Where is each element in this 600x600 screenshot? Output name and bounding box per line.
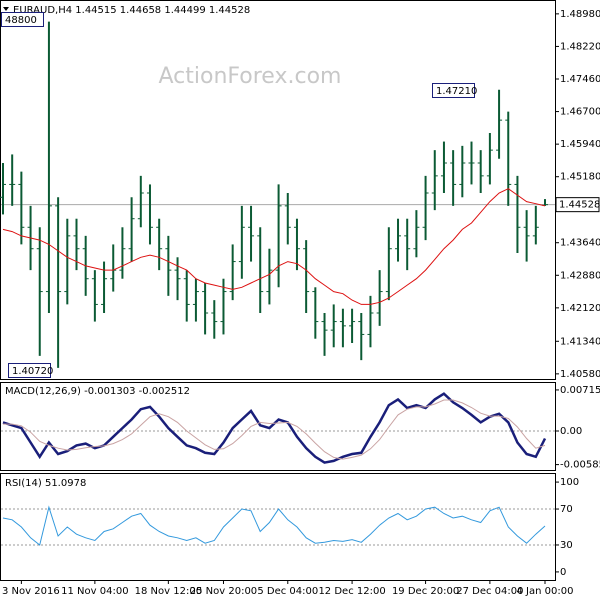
y-tick-label: 0 xyxy=(560,567,566,578)
x-tick-label: 19 Dec 20:00 xyxy=(392,586,459,597)
last-price-box xyxy=(555,197,600,213)
rsi-panel xyxy=(0,473,556,581)
x-tick-label: 25 Nov 20:00 xyxy=(190,586,257,597)
y-tick-label: 1.47460 xyxy=(560,74,600,85)
rsi-title: RSI(14) 51.0978 xyxy=(5,478,86,489)
y-tick-label: 1.48980 xyxy=(560,9,600,20)
y-tick-label: 70 xyxy=(560,504,573,515)
annotation-box xyxy=(8,363,51,378)
y-tick-label: 1.48220 xyxy=(560,41,600,52)
y-tick-label: 1.42880 xyxy=(560,270,600,281)
x-tick-label: 11 Nov 04:00 xyxy=(61,586,128,597)
y-tick-label: 100 xyxy=(560,477,579,488)
watermark: ActionForex.com xyxy=(159,64,342,89)
x-tick-label: 27 Dec 04:00 xyxy=(456,586,523,597)
y-tick-label: 0.00 xyxy=(560,426,582,437)
y-tick-label: 0.007152 xyxy=(560,385,600,396)
y-tick-label: 1.45180 xyxy=(560,172,600,183)
indicator-line xyxy=(2,392,547,464)
price-panel xyxy=(0,0,556,380)
y-tick-label: 1.46700 xyxy=(560,107,600,118)
y-tick-label: 1.45940 xyxy=(560,139,600,150)
last-price-label: 1.44528 xyxy=(559,200,600,211)
menu-arrow xyxy=(3,7,9,11)
y-tick-label: -0.00585 xyxy=(560,460,600,471)
moving-average xyxy=(2,188,546,305)
macd-panel xyxy=(0,382,556,471)
annotation-box xyxy=(432,83,475,98)
macd-title: MACD(12,26,9) -0.001303 -0.002512 xyxy=(5,386,190,397)
annotation: 1.40720 xyxy=(12,366,53,377)
x-tick-label: 5 Dec 04:00 xyxy=(257,586,318,597)
y-tick-label: 30 xyxy=(560,540,573,551)
indicator-line xyxy=(3,399,546,460)
indicator-line xyxy=(2,505,546,546)
annotation: 1.47210 xyxy=(436,86,477,97)
x-tick-label: 3 Nov 2016 xyxy=(2,586,60,597)
x-tick-label: 4 Jan 00:00 xyxy=(517,586,574,597)
y-tick-label: 1.41340 xyxy=(560,336,600,347)
x-tick-label: 18 Nov 12:00 xyxy=(135,586,202,597)
x-tick-label: 12 Dec 12:00 xyxy=(318,586,385,597)
y-tick-label: 1.43640 xyxy=(560,238,600,249)
chart-title: EURAUD,H4 1.44515 1.44658 1.44499 1.4452… xyxy=(13,5,250,16)
y-tick-label: 1.40580 xyxy=(560,369,600,380)
annotation: 48800 xyxy=(5,15,37,26)
y-tick-label: 1.42120 xyxy=(560,303,600,314)
annotation-box xyxy=(1,12,44,27)
